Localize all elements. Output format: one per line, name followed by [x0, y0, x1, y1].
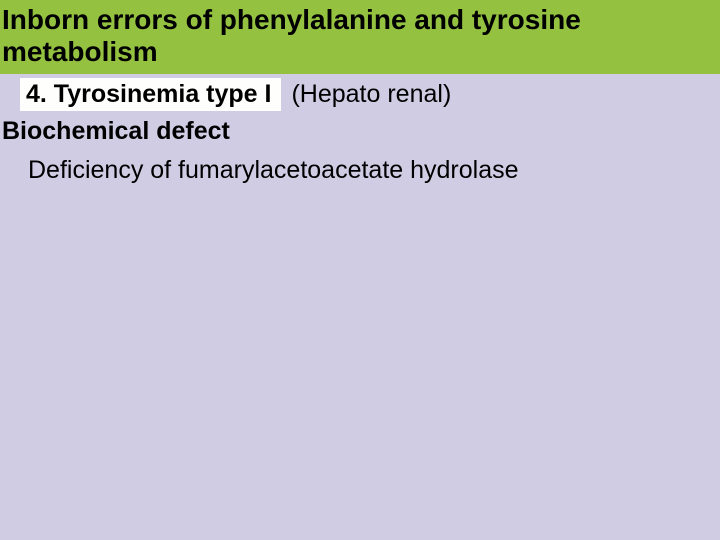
defect-body: Deficiency of fumarylacetoacetate hydrol… — [0, 156, 720, 185]
slide-title-line2: metabolism — [0, 36, 720, 68]
section-note: (Hepato renal) — [291, 80, 451, 109]
section-tag: 4. Tyrosinemia type I — [20, 78, 281, 111]
slide-title-line1: Inborn errors of phenylalanine and tyros… — [0, 4, 720, 36]
section-row: 4. Tyrosinemia type I (Hepato renal) — [0, 78, 720, 111]
defect-heading: Biochemical defect — [0, 117, 720, 146]
title-band: Inborn errors of phenylalanine and tyros… — [0, 0, 720, 74]
